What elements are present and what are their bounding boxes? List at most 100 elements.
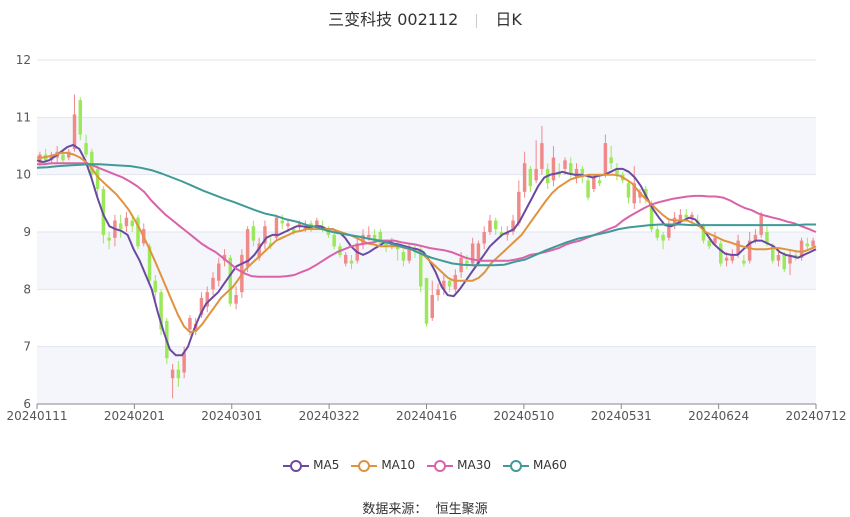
candle xyxy=(788,249,792,275)
grid-band xyxy=(37,117,816,175)
y-axis: 6 7 8 9 10 11 12 xyxy=(16,53,31,411)
candle xyxy=(107,232,111,250)
candle xyxy=(586,177,590,201)
title-separator xyxy=(476,13,478,28)
period-label: 日K xyxy=(495,10,522,29)
x-tick-label: 20240301 xyxy=(201,409,262,423)
series-line-ma30 xyxy=(37,162,817,278)
series-line-ma10 xyxy=(37,151,817,334)
candles xyxy=(38,94,815,399)
candle xyxy=(707,237,711,250)
candle xyxy=(742,254,746,267)
grid-band xyxy=(37,346,816,404)
y-tick-label: 8 xyxy=(23,282,31,296)
candle xyxy=(615,163,619,181)
candle xyxy=(170,363,175,399)
source-value: 恒生聚源 xyxy=(435,502,488,517)
y-tick-label: 9 xyxy=(23,225,31,239)
candle xyxy=(574,163,579,184)
legend-label: MA5 xyxy=(313,458,340,472)
candle xyxy=(217,257,221,287)
candle xyxy=(470,237,475,267)
chart-title: 三变科技 002112 日K xyxy=(0,6,850,30)
candle xyxy=(522,151,527,198)
candle xyxy=(95,163,100,198)
candle xyxy=(118,214,123,238)
x-tick-label: 20240416 xyxy=(396,409,457,423)
legend-label: MA30 xyxy=(457,458,492,472)
candle xyxy=(517,180,521,227)
x-tick-label: 20240531 xyxy=(591,409,652,423)
candle xyxy=(488,214,492,235)
candle xyxy=(782,252,786,273)
candle xyxy=(447,277,452,293)
candle xyxy=(245,226,250,273)
legend-marker-icon xyxy=(427,459,454,472)
candle xyxy=(153,275,158,301)
candle xyxy=(159,289,163,336)
y-tick-label: 7 xyxy=(23,340,31,354)
grid xyxy=(37,59,816,405)
candle xyxy=(436,283,440,301)
candle xyxy=(136,214,140,250)
candle xyxy=(378,229,383,247)
legend-item-ma60[interactable]: MA60 xyxy=(503,458,567,473)
candle xyxy=(274,214,279,241)
candle xyxy=(124,211,129,232)
y-tick-label: 10 xyxy=(16,168,31,182)
candle xyxy=(263,220,267,250)
ma-lines xyxy=(36,143,817,357)
candle xyxy=(511,214,515,235)
candle xyxy=(332,232,336,250)
candle xyxy=(176,361,181,387)
y-tick-label: 6 xyxy=(23,397,31,411)
x-axis: 20240111 20240201 20240301 20240322 20240416… xyxy=(6,403,847,423)
candle xyxy=(805,237,810,250)
candle xyxy=(494,217,498,235)
legend-label: MA10 xyxy=(381,458,416,472)
candle xyxy=(84,134,88,158)
candle xyxy=(67,148,71,161)
candle xyxy=(72,94,77,152)
candle xyxy=(528,166,533,192)
candle xyxy=(661,232,665,250)
candle xyxy=(534,140,538,184)
legend-marker-icon xyxy=(351,459,378,472)
candle xyxy=(401,249,406,267)
x-tick-label: 20240322 xyxy=(299,409,360,423)
candle xyxy=(701,223,706,244)
candle xyxy=(442,275,446,296)
x-tick-label: 20240510 xyxy=(493,409,554,423)
candle xyxy=(234,286,238,310)
candle xyxy=(609,146,613,169)
x-tick-label: 20240201 xyxy=(104,409,165,423)
data-source: 数据来源： 恒生聚源 xyxy=(0,498,850,517)
candle xyxy=(251,220,256,247)
candle xyxy=(424,277,429,327)
legend: MA5 MA10 MA30 MA60 xyxy=(0,458,850,473)
x-tick-label: 20240712 xyxy=(785,409,846,423)
legend-item-ma30[interactable]: MA30 xyxy=(427,458,491,473)
y-tick-label: 11 xyxy=(16,110,31,124)
candle xyxy=(361,229,365,250)
candle xyxy=(205,286,209,313)
candle xyxy=(730,249,735,264)
legend-label: MA60 xyxy=(533,458,567,472)
legend-marker-icon xyxy=(503,459,530,472)
stock-name: 三变科技 002112 xyxy=(328,10,459,29)
series-line-ma60 xyxy=(36,163,816,267)
candle xyxy=(603,134,608,178)
legend-item-ma10[interactable]: MA10 xyxy=(351,458,415,473)
x-tick-label: 20240624 xyxy=(688,409,749,423)
candle xyxy=(540,125,544,175)
candle xyxy=(430,280,435,321)
source-label: 数据来源： xyxy=(362,502,428,517)
legend-item-ma5[interactable]: MA5 xyxy=(283,458,339,473)
candle xyxy=(719,240,723,267)
candle xyxy=(626,180,631,204)
candle xyxy=(482,226,486,250)
candle xyxy=(551,146,556,187)
candle xyxy=(222,249,227,267)
legend-marker-icon xyxy=(283,459,310,472)
